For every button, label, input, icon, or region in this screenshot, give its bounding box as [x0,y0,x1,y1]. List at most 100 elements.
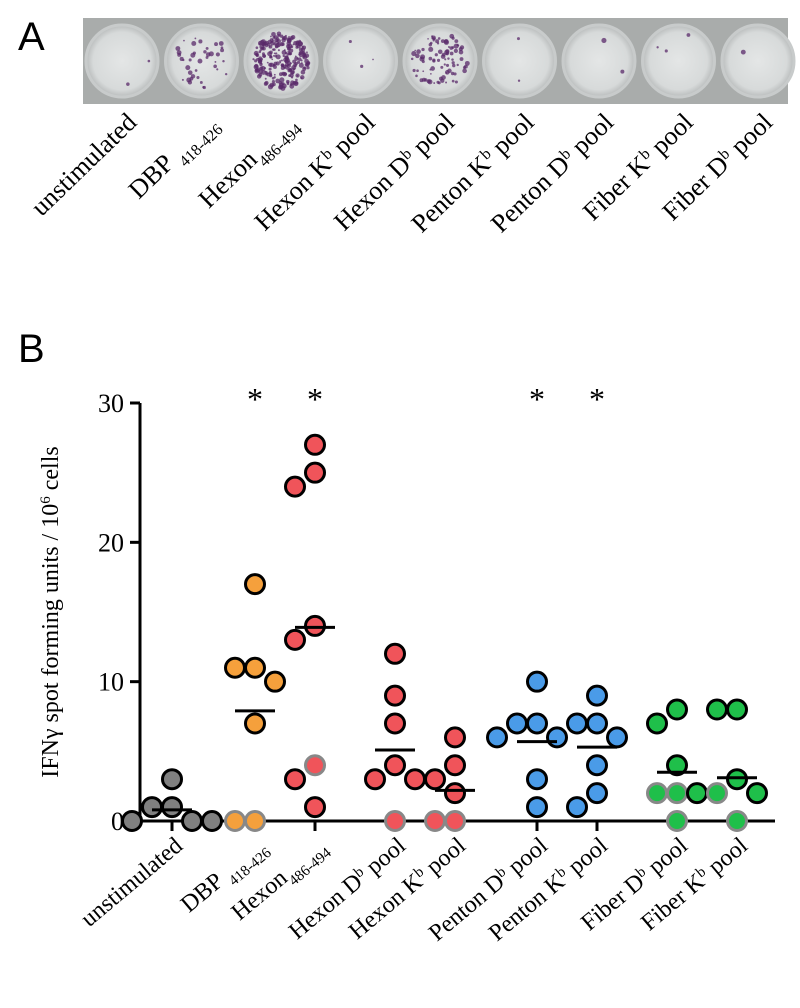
spot [268,44,273,49]
spot [459,45,465,50]
spot [462,68,467,74]
x-tick-label: Fiber Kb pool [636,832,753,936]
spot [264,77,267,80]
data-point [586,712,608,735]
data-point [726,698,748,721]
data-point [566,796,588,819]
spot [271,80,275,84]
spot [300,59,303,62]
spot [277,49,280,52]
spot [190,74,196,79]
spot [433,82,436,84]
data-point [444,782,466,805]
spot [272,55,275,57]
spot [415,74,418,78]
spot [179,56,184,62]
spot [269,62,275,68]
spot [290,35,296,40]
data-point [526,796,548,819]
data-point [364,768,386,791]
data-point [424,810,446,832]
spot [287,43,293,49]
spot [273,42,277,46]
spot [261,70,267,75]
spot [275,52,278,55]
data-point [526,670,548,693]
spot [419,78,424,83]
spot [445,63,450,67]
spot [253,50,259,56]
data-point [141,796,163,819]
spot [203,50,207,54]
spot [451,79,455,83]
data-point [686,782,708,805]
spot [198,39,203,44]
spot [263,66,267,70]
spot [284,51,288,55]
spot [453,43,459,49]
data-point [304,796,326,819]
spot [451,61,455,65]
spot [416,69,419,73]
spot [274,38,279,43]
spot [290,76,294,79]
data-point [304,754,326,777]
spot [126,82,130,86]
data-point [284,628,306,651]
spot [183,39,185,42]
spot [360,64,364,69]
spot [282,54,285,58]
data-point [424,768,446,791]
data-point [666,782,688,805]
y-tick-label: 10 [98,668,124,697]
spot [274,54,278,58]
spot [259,62,263,67]
spot [306,60,311,65]
spot [280,85,286,91]
spot [185,65,191,71]
spot [281,37,286,43]
spot [414,49,417,52]
significance-mark: * [589,381,605,417]
spot [191,41,197,46]
spot [428,46,434,52]
data-point [726,810,748,832]
spot [601,37,607,44]
spot [255,67,261,72]
spot [266,61,269,64]
spot [301,62,303,64]
spot [197,58,203,64]
well [402,23,478,99]
spot [458,49,464,55]
data-point [264,670,286,693]
spot [194,69,198,72]
well [84,23,160,99]
spot [220,48,225,53]
data-point [224,656,246,679]
panel-label: A [18,15,45,59]
data-point [284,475,306,498]
spot [449,46,454,50]
spot [175,46,181,51]
data-point [706,698,728,721]
spot [456,63,459,67]
spot [273,73,276,76]
spot [280,66,285,70]
y-axis-label: IFNγ spot forming units / 106 cells [38,446,64,777]
spot [447,45,450,48]
spot [262,43,265,46]
spot [298,62,304,68]
spot [298,39,302,43]
data-point [121,810,143,832]
spot [277,34,281,38]
data-point [506,712,528,735]
spot [451,58,454,61]
spot [411,51,417,57]
data-point [384,754,406,777]
spot [272,82,276,87]
spot [284,34,287,37]
spot [222,60,225,63]
spot [187,70,193,75]
spot [424,78,428,82]
spot [430,72,432,75]
